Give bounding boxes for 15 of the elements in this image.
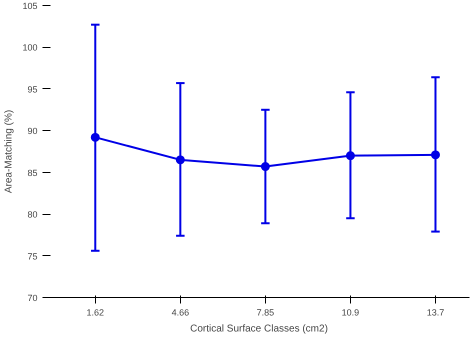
x-axis-title: Cortical Surface Classes (cm2) xyxy=(190,324,328,334)
y-tick-label: 80 xyxy=(27,210,38,220)
y-axis-title: Area-Matching (%) xyxy=(3,110,14,194)
x-tick-label: 4.66 xyxy=(172,308,190,318)
y-tick-label: 100 xyxy=(22,42,38,53)
y-tick-label: 105 xyxy=(22,1,38,11)
y-tick-label: 85 xyxy=(27,168,38,178)
y-tick-label: 90 xyxy=(27,126,38,136)
x-tick-label: 7.85 xyxy=(256,308,274,318)
x-tick-label: 13.7 xyxy=(426,308,444,318)
x-tick-label: 10.9 xyxy=(342,308,360,318)
y-tick-label: 95 xyxy=(27,84,38,94)
y-tick-label: 75 xyxy=(27,251,38,262)
y-tick-label: 70 xyxy=(27,293,38,303)
x-tick-label: 1.62 xyxy=(86,308,104,318)
